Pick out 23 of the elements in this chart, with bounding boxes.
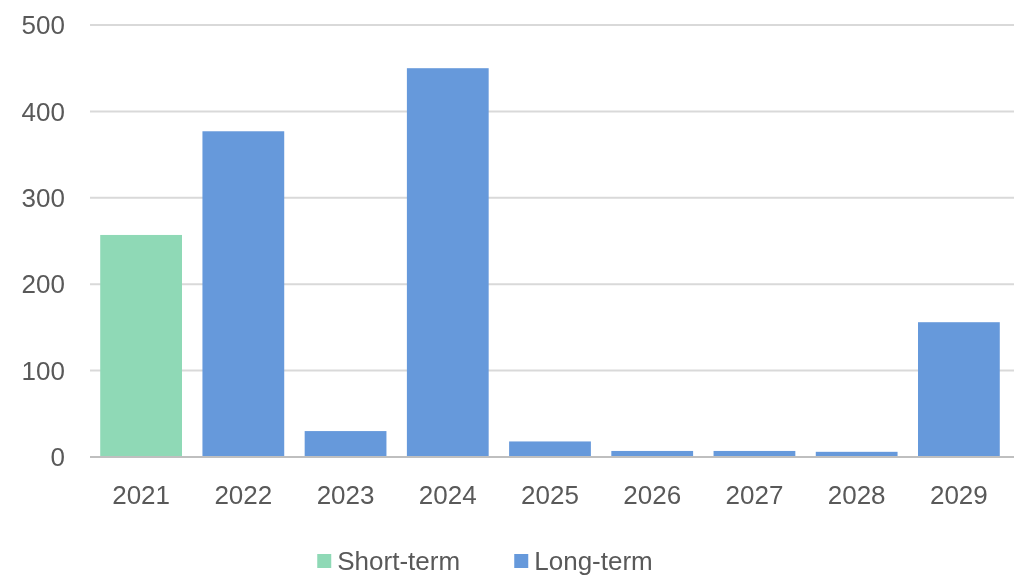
legend-label: Long-term [534,546,653,577]
x-tick-label: 2023 [316,480,375,510]
x-tick-label: 2024 [418,480,477,510]
x-tick-label: 2025 [521,480,579,510]
bar [202,131,285,457]
legend-label: Short-term [337,546,461,577]
x-tick-label: 2026 [623,480,682,510]
x-tick-label: 2029 [929,480,988,510]
x-tick-label: 2027 [725,480,784,510]
y-tick-label: 200 [21,269,65,300]
x-tick-label: 2022 [214,480,273,510]
y-tick-label: 400 [21,96,65,127]
bar [918,322,1000,457]
x-tick-label: 2028 [827,480,886,510]
y-tick-label: 300 [21,182,65,213]
bar [100,234,182,457]
y-tick-label: 100 [21,355,65,386]
y-tick-label: 0 [50,442,65,473]
bar [304,431,387,457]
x-tick-label: 2021 [112,480,171,510]
bar [509,441,591,457]
bar [406,68,489,457]
y-tick-label: 500 [21,10,65,41]
